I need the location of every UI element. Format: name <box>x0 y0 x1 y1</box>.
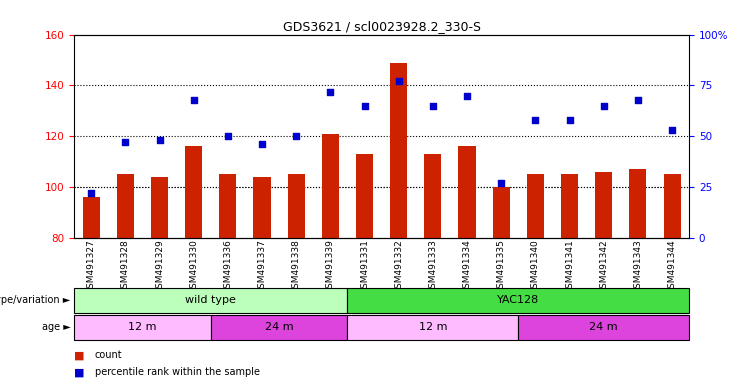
Point <box>325 88 336 94</box>
Point <box>427 103 439 109</box>
Point <box>393 78 405 84</box>
Text: genotype/variation ►: genotype/variation ► <box>0 295 70 306</box>
Text: count: count <box>95 350 122 360</box>
Bar <box>185 147 202 238</box>
Bar <box>117 174 134 238</box>
Text: percentile rank within the sample: percentile rank within the sample <box>95 367 260 377</box>
Bar <box>595 172 612 238</box>
Point <box>256 141 268 147</box>
Point <box>85 190 97 196</box>
Text: 12 m: 12 m <box>419 322 447 333</box>
Point <box>666 127 678 133</box>
Text: age ►: age ► <box>41 322 70 333</box>
Bar <box>288 174 305 238</box>
Text: 24 m: 24 m <box>589 322 618 333</box>
Point <box>222 133 234 139</box>
Bar <box>83 197 100 238</box>
Text: ■: ■ <box>74 350 84 360</box>
Bar <box>629 169 646 238</box>
Bar <box>391 63 408 238</box>
Point <box>564 117 576 123</box>
Bar <box>151 177 168 238</box>
Bar <box>74 288 348 313</box>
Point <box>632 97 644 103</box>
Point <box>153 137 165 144</box>
Point <box>461 93 473 99</box>
Bar <box>459 147 476 238</box>
Bar <box>527 174 544 238</box>
Bar <box>219 174 236 238</box>
Bar <box>425 154 442 238</box>
Point <box>359 103 370 109</box>
Text: ■: ■ <box>74 367 84 377</box>
Text: wild type: wild type <box>185 295 236 306</box>
Bar <box>493 187 510 238</box>
Point <box>495 180 507 186</box>
Point <box>290 133 302 139</box>
Bar <box>348 315 518 340</box>
Bar <box>348 288 689 313</box>
Bar <box>356 154 373 238</box>
Bar <box>663 174 680 238</box>
Bar <box>210 315 348 340</box>
Point <box>598 103 610 109</box>
Bar <box>518 315 689 340</box>
Text: 12 m: 12 m <box>128 322 156 333</box>
Text: YAC128: YAC128 <box>497 295 539 306</box>
Text: 24 m: 24 m <box>265 322 293 333</box>
Point <box>119 139 131 146</box>
Title: GDS3621 / scl0023928.2_330-S: GDS3621 / scl0023928.2_330-S <box>282 20 481 33</box>
Bar <box>253 177 270 238</box>
Point <box>529 117 541 123</box>
Bar <box>322 134 339 238</box>
Bar <box>561 174 578 238</box>
Point <box>187 97 199 103</box>
Bar <box>74 315 210 340</box>
